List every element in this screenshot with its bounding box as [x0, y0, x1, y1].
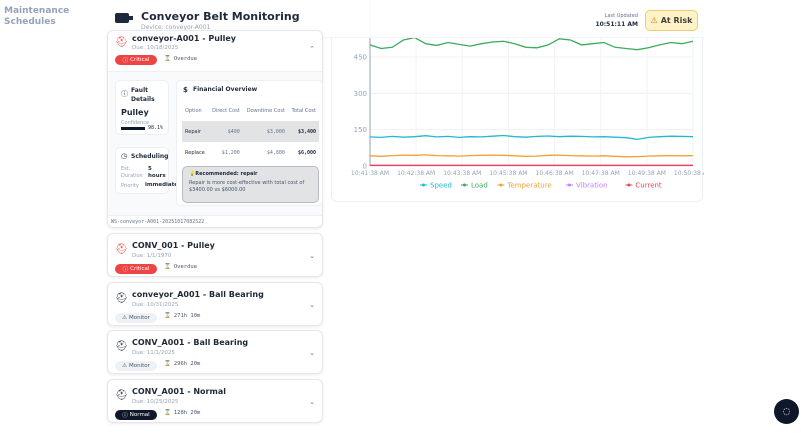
legend-marker-dot: [463, 183, 466, 187]
severity-icon: ⚠: [122, 363, 127, 369]
x-tick-label: 10:45:38 AM: [489, 170, 527, 177]
page-title: Conveyor Belt Monitoring: [141, 10, 300, 23]
hardhat-icon: ⛑: [115, 293, 128, 304]
severity-badge: ⓘ Normal: [115, 410, 157, 420]
card-title: CONV_A001 - Ball Bearing: [132, 338, 249, 347]
last-updated-time: 10:51:11 AM: [595, 21, 638, 28]
hardhat-icon: ⛑: [115, 341, 128, 352]
hardhat-icon: ⛑: [115, 37, 128, 48]
scheduling-panel: ◷ Scheduling Est. Duration 5 hours Prior…: [115, 147, 178, 194]
bg-title: Maintenance Schedules: [4, 6, 70, 27]
ws-id: WS-conveyor-A001-20251017082522: [111, 219, 205, 225]
schedule-card[interactable]: ⛑ CONV_001 - Pulley Due: 1/1/1970 ⓘ Criti…: [107, 233, 323, 277]
table-row: Repair $400 $3,000 $3,400: [182, 121, 319, 142]
severity-badge: ⓘ Critical: [115, 264, 157, 274]
timer: ⌛ Overdue: [164, 264, 198, 270]
series-line-temperature: [369, 154, 694, 158]
severity-badge: ⓘ Critical: [115, 55, 157, 65]
series-line-load: [369, 36, 694, 51]
last-updated-label: Last Updated: [604, 13, 638, 19]
hourglass-icon: ⌛: [164, 361, 171, 367]
severity-badge: ⚠ Monitor: [115, 313, 157, 323]
x-tick-label: 10:43:38 AM: [443, 170, 481, 177]
conveyor-icon: [115, 13, 133, 23]
legend-speed[interactable]: Speed: [430, 182, 452, 190]
alert-icon: ⓘ: [122, 58, 129, 64]
chat-button[interactable]: ◌: [774, 399, 799, 424]
timer: ⌛ 128h 20m: [164, 410, 201, 416]
severity-icon: ⚠: [122, 315, 127, 321]
y-tick-label: 150: [354, 126, 367, 134]
lightbulb-icon: 💡: [189, 171, 196, 177]
legend-current[interactable]: Current: [635, 182, 662, 190]
hourglass-icon: ⌛: [164, 410, 171, 416]
status-text: At Risk: [660, 16, 693, 25]
table-row: Replace $1,200 $4,800 $6,000: [185, 150, 316, 156]
legend-vibration[interactable]: Vibration: [576, 182, 608, 190]
x-tick-label: 10:50:38 AM: [674, 170, 704, 177]
chevron-down-icon[interactable]: ⌄: [309, 349, 315, 357]
timer: ⌛ 271h 10m: [164, 313, 201, 319]
severity-icon: ⓘ: [122, 413, 128, 419]
dollar-icon: $: [183, 86, 188, 94]
card-due: Due: 1/1/1970: [132, 253, 172, 259]
fault-details-panel: ⓘ Fault Details Pulley Confidence 98.1%: [115, 80, 169, 135]
severity-badge: ⚠ Monitor: [115, 361, 157, 371]
x-tick-label: 10:41:38 AM: [351, 170, 389, 177]
chevron-down-icon[interactable]: ⌄: [309, 252, 315, 260]
schedule-card[interactable]: ⛑ CONV_A001 - Normal Due: 10/25/2025 ⓘ No…: [107, 379, 323, 423]
fault-name: Pulley: [121, 108, 149, 117]
y-tick-label: 0: [363, 163, 367, 171]
financial-overview-panel: $ Financial Overview Option Direct Cost Do…: [176, 80, 323, 206]
schedule-card[interactable]: ⛑ CONV_A001 - Ball Bearing Due: 11/1/202…: [107, 330, 323, 374]
card-due: Due: 10/31/2025: [132, 302, 179, 308]
hardhat-icon: ⛑: [115, 244, 128, 255]
hourglass-icon: ⌛: [164, 313, 171, 319]
cost-table: Option Direct Cost Downtime Cost Total Cost…: [182, 101, 319, 164]
y-tick-label: 450: [354, 54, 367, 62]
card-due: Due: 11/1/2025: [132, 350, 175, 356]
chat-icon: ◌: [782, 406, 791, 417]
legend-marker-dot: [422, 183, 425, 187]
legend-marker-dot: [568, 183, 571, 187]
severity-icon: ⓘ: [122, 267, 129, 273]
hardhat-icon: ⛑: [115, 390, 128, 401]
card-due: Due: 10/25/2025: [132, 399, 179, 405]
recommendation-box: 💡Recommended: repair Repair is more cost…: [182, 166, 319, 203]
card-title: CONV_A001 - Normal: [132, 387, 226, 396]
timer: ⌛ Overdue: [164, 56, 198, 62]
x-tick-label: 10:42:38 AM: [397, 170, 435, 177]
card-due: Due: 10/18/2025: [132, 45, 179, 51]
legend-temperature[interactable]: Temperature: [506, 182, 551, 190]
chevron-down-icon[interactable]: ⌄: [309, 301, 315, 309]
card-title: conveyor_A001 - Ball Bearing: [132, 290, 264, 299]
device-label: Device: conveyor-A001: [141, 24, 211, 31]
chevron-up-icon[interactable]: ⌃: [309, 45, 315, 53]
hourglass-icon: ⌛: [164, 56, 171, 62]
legend-marker-dot: [499, 183, 503, 187]
x-tick-label: 10:46:38 AM: [536, 170, 574, 177]
warning-icon: ⚠: [650, 16, 658, 25]
status-badge[interactable]: ⚠ At Risk: [645, 10, 698, 31]
x-tick-label: 10:49:38 AM: [628, 170, 666, 177]
chevron-down-icon[interactable]: ⌄: [309, 398, 315, 406]
confidence-bar: [121, 127, 145, 130]
schedule-card[interactable]: ⛑ conveyor_A001 - Ball Bearing Due: 10/3…: [107, 282, 323, 326]
timer: ⌛ 296h 20m: [164, 361, 201, 367]
clock-icon: ◷: [121, 152, 128, 160]
schedule-card-expanded[interactable]: ⛑ conveyor-A001 - Pulley Due: 10/18/2025…: [107, 30, 323, 228]
series-line-speed: [369, 134, 694, 141]
y-tick-label: 300: [354, 90, 367, 98]
card-title: conveyor-A001 - Pulley: [132, 34, 237, 43]
x-tick-label: 10:47:38 AM: [582, 170, 620, 177]
info-icon: ⓘ: [121, 90, 128, 98]
legend-load[interactable]: Load: [471, 182, 488, 190]
card-title: CONV_001 - Pulley: [132, 241, 215, 250]
legend-marker-dot: [627, 183, 631, 187]
hourglass-icon: ⌛: [164, 264, 171, 270]
